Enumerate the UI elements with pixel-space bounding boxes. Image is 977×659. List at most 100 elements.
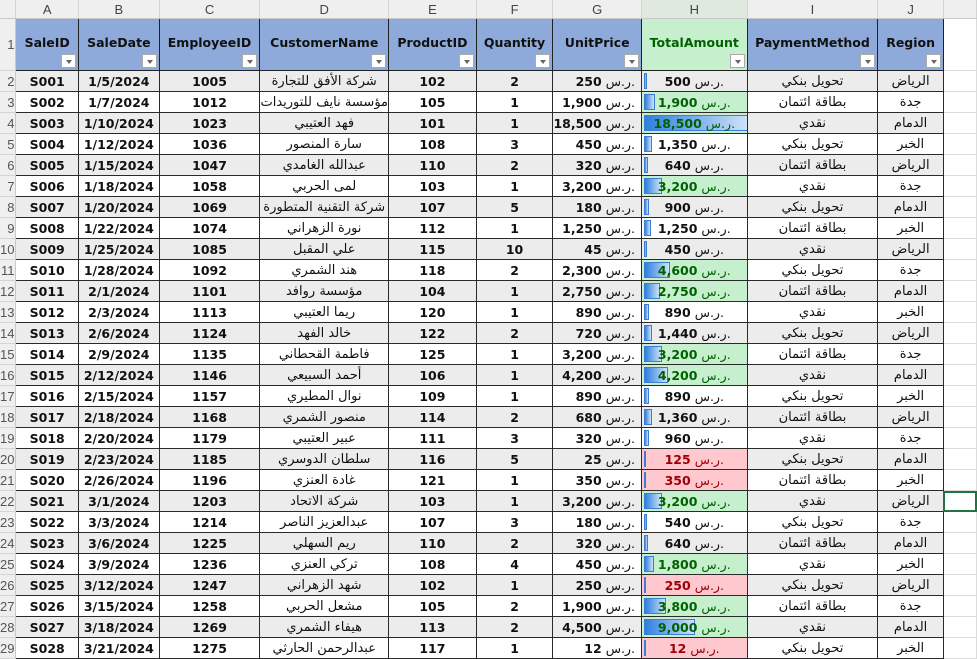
cell-employeeid[interactable]: 1146: [158, 364, 261, 386]
cell-productid[interactable]: 112: [388, 217, 477, 239]
cell-totalamount[interactable]: 1,350 ر.س.: [640, 133, 748, 155]
cell-totalamount[interactable]: 450 ر.س.: [640, 238, 748, 260]
cell-employeeid[interactable]: 1168: [158, 406, 261, 428]
cell-productid[interactable]: 117: [388, 637, 477, 659]
cell-employeeid[interactable]: 1005: [158, 70, 261, 92]
cell-productid[interactable]: 102: [388, 574, 477, 596]
cell-employeeid[interactable]: 1135: [158, 343, 261, 365]
cell-region[interactable]: الخبر: [877, 217, 944, 239]
cell-quantity[interactable]: 2: [475, 406, 554, 428]
cell-unitprice[interactable]: 25 ر.س.: [552, 448, 642, 470]
filter-dropdown-icon[interactable]: [535, 54, 551, 68]
cell-saledate[interactable]: 3/1/2024: [77, 490, 160, 512]
cell-employeeid[interactable]: 1185: [158, 448, 261, 470]
row-number[interactable]: 1: [0, 18, 17, 71]
cell-quantity[interactable]: 1: [475, 343, 554, 365]
cell-productid[interactable]: 113: [388, 616, 477, 638]
cell-customername[interactable]: غادة العنزي: [259, 469, 390, 491]
cell-paymentmethod[interactable]: نقدي: [746, 238, 879, 260]
cell-unitprice[interactable]: 3,200 ر.س.: [552, 490, 642, 512]
cell-region[interactable]: الرياض: [877, 238, 944, 260]
empty-cell[interactable]: [943, 112, 977, 134]
cell-region[interactable]: جدة: [877, 259, 944, 281]
cell-quantity[interactable]: 3: [475, 427, 554, 449]
cell-customername[interactable]: نورة الزهراني: [259, 217, 390, 239]
cell-paymentmethod[interactable]: تحويل بنكي: [746, 259, 879, 281]
cell-customername[interactable]: لمى الحربي: [259, 175, 390, 197]
cell-unitprice[interactable]: 1,250 ر.س.: [552, 217, 642, 239]
cell-employeeid[interactable]: 1258: [158, 595, 261, 617]
cell-customername[interactable]: مؤسسة روافد: [259, 280, 390, 302]
cell-quantity[interactable]: 1: [475, 574, 554, 596]
cell-employeeid[interactable]: 1179: [158, 427, 261, 449]
cell-unitprice[interactable]: 3,200 ر.س.: [552, 343, 642, 365]
cell-totalamount[interactable]: 3,200 ر.س.: [640, 490, 748, 512]
cell-customername[interactable]: علي المقبل: [259, 238, 390, 260]
column-header-a[interactable]: A: [15, 0, 79, 19]
cell-paymentmethod[interactable]: بطاقة ائتمان: [746, 91, 879, 113]
cell-totalamount[interactable]: 9,000 ر.س.: [640, 616, 748, 638]
cell-quantity[interactable]: 2: [475, 322, 554, 344]
cell-saledate[interactable]: 2/23/2024: [77, 448, 160, 470]
row-number[interactable]: 12: [0, 280, 17, 302]
cell-saledate[interactable]: 1/7/2024: [77, 91, 160, 113]
cell-totalamount[interactable]: 540 ر.س.: [640, 511, 748, 533]
cell-quantity[interactable]: 1: [475, 637, 554, 659]
row-number[interactable]: 13: [0, 301, 17, 323]
cell-saledate[interactable]: 2/9/2024: [77, 343, 160, 365]
cell-saledate[interactable]: 1/25/2024: [77, 238, 160, 260]
cell-saledate[interactable]: 1/20/2024: [77, 196, 160, 218]
cell-paymentmethod[interactable]: بطاقة ائتمان: [746, 154, 879, 176]
cell-productid[interactable]: 115: [388, 238, 477, 260]
cell-paymentmethod[interactable]: نقدي: [746, 616, 879, 638]
cell-quantity[interactable]: 2: [475, 616, 554, 638]
cell-productid[interactable]: 105: [388, 91, 477, 113]
cell-region[interactable]: الرياض: [877, 490, 944, 512]
cell-region[interactable]: الخبر: [877, 637, 944, 659]
cell-unitprice[interactable]: 890 ر.س.: [552, 385, 642, 407]
row-number[interactable]: 3: [0, 91, 17, 113]
cell-productid[interactable]: 105: [388, 595, 477, 617]
cell-unitprice[interactable]: 4,200 ر.س.: [552, 364, 642, 386]
cell-saleid[interactable]: S024: [15, 553, 79, 575]
cell-productid[interactable]: 104: [388, 280, 477, 302]
row-number[interactable]: 28: [0, 616, 17, 638]
column-header-i[interactable]: I: [747, 0, 879, 19]
cell-region[interactable]: الخبر: [877, 133, 944, 155]
cell-saledate[interactable]: 1/15/2024: [77, 154, 160, 176]
cell-quantity[interactable]: 1: [475, 217, 554, 239]
cell-unitprice[interactable]: 180 ر.س.: [552, 511, 642, 533]
cell-totalamount[interactable]: 18,500 ر.س.: [640, 112, 748, 134]
cell-saledate[interactable]: 2/6/2024: [77, 322, 160, 344]
cell-customername[interactable]: عبدالعزيز الناصر: [259, 511, 390, 533]
cell-saleid[interactable]: S016: [15, 385, 79, 407]
cell-productid[interactable]: 111: [388, 427, 477, 449]
empty-cell[interactable]: [943, 154, 977, 176]
row-number[interactable]: 15: [0, 343, 17, 365]
cell-region[interactable]: جدة: [877, 427, 944, 449]
cell-saleid[interactable]: S001: [15, 70, 79, 92]
cell-saledate[interactable]: 3/3/2024: [77, 511, 160, 533]
cell-employeeid[interactable]: 1058: [158, 175, 261, 197]
cell-customername[interactable]: نوال المطيري: [259, 385, 390, 407]
cell-paymentmethod[interactable]: نقدي: [746, 364, 879, 386]
cell-unitprice[interactable]: 12 ر.س.: [552, 637, 642, 659]
empty-cell[interactable]: [943, 301, 977, 323]
cell-employeeid[interactable]: 1023: [158, 112, 261, 134]
cell-region[interactable]: الخبر: [877, 385, 944, 407]
filter-dropdown-icon[interactable]: [60, 54, 76, 68]
filter-dropdown-icon[interactable]: [141, 54, 157, 68]
cell-totalamount[interactable]: 1,900 ر.س.: [640, 91, 748, 113]
cell-customername[interactable]: مشعل الحربي: [259, 595, 390, 617]
cell-saledate[interactable]: 3/12/2024: [77, 574, 160, 596]
cell-employeeid[interactable]: 1124: [158, 322, 261, 344]
empty-cell[interactable]: [943, 574, 977, 596]
row-number[interactable]: 7: [0, 175, 17, 197]
cell-saledate[interactable]: 1/12/2024: [77, 133, 160, 155]
row-number[interactable]: 14: [0, 322, 17, 344]
empty-cell[interactable]: [943, 18, 977, 71]
empty-cell[interactable]: [943, 616, 977, 638]
cell-saleid[interactable]: S017: [15, 406, 79, 428]
cell-saleid[interactable]: S013: [15, 322, 79, 344]
cell-quantity[interactable]: 1: [475, 112, 554, 134]
